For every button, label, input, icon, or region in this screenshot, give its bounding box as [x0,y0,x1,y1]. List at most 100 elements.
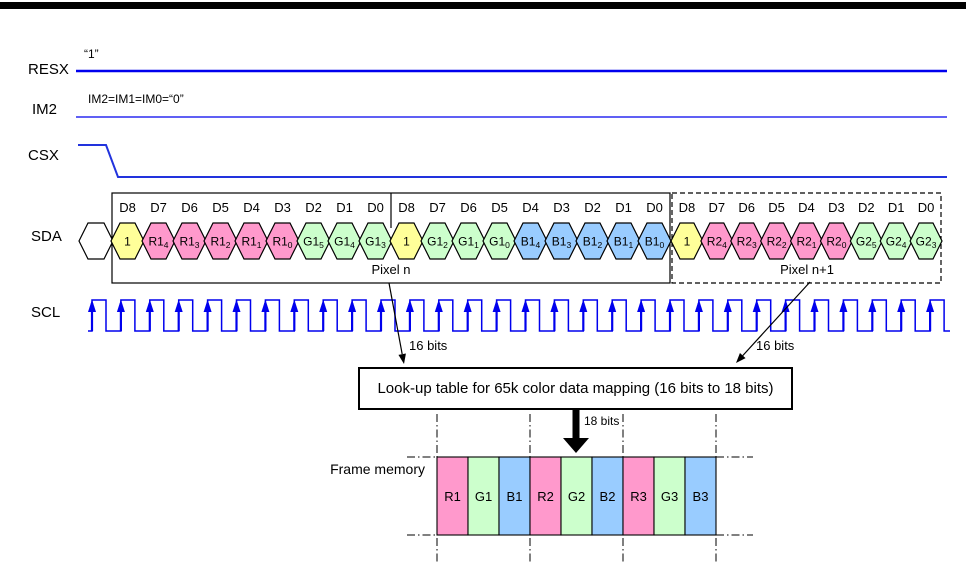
frame-memory-cell [560,456,593,536]
lookup-table-text: Look-up table for 65k color data mapping… [377,380,774,397]
sda-bit-header: D2 [305,200,322,215]
sda-bit-value: 1 [684,235,691,249]
im2-signal-label: IM2 [32,101,58,118]
sda-bit-header: D6 [460,200,477,215]
frame-memory-label: Frame memory [330,461,425,477]
sda-bit-value: R23 [737,235,757,251]
scl-rising-edge-arrow-icon [492,299,501,312]
sda-bit-header: D0 [367,200,384,215]
sda-bit-value: R21 [796,235,816,251]
frame-memory-cell [591,456,624,536]
bits16-right-arrow [742,281,811,357]
sda-bit-value: R14 [148,235,168,251]
sda-bit-header: D3 [274,200,291,215]
bits18-arrow-shaft [572,410,580,438]
frame-memory-cell [684,456,717,536]
sda-bit-hexagon [909,222,943,260]
bits18-arrow-head-icon [563,438,589,453]
scl-rising-edge-arrow-icon [550,299,559,312]
sda-bit-header: D6 [181,200,198,215]
sda-bit-header: D6 [738,200,755,215]
scl-rising-edge-arrow-icon [348,299,357,312]
sda-bit-header: D8 [679,200,696,215]
frame-memory-cell-label: R3 [630,489,647,504]
scl-rising-edge-arrow-icon [203,299,212,312]
frame-memory-cell-label: R1 [444,489,461,504]
sda-bit-header: D8 [398,200,415,215]
sda-bit-header: D7 [709,200,726,215]
pixel-n-label: Pixel n [371,262,411,277]
frame-memory-cell-label: G1 [475,489,492,504]
scl-rising-edge-arrow-icon [666,299,674,312]
scl-rising-edge-arrow-icon [434,299,443,312]
im2-level-annotation: IM2=IM1=IM0=“0” [88,92,184,106]
scl-rising-edge-arrow-icon [637,299,646,312]
sda-start-hexagon [78,222,114,260]
sda-bit-value: G14 [334,235,355,251]
sda-bit-header: D4 [522,200,539,215]
sda-bit-value: G11 [458,235,479,251]
sda-bit-header: D5 [768,200,785,215]
scl-rising-edge-arrow-icon [377,299,385,312]
scl-rising-edge-arrow-icon [463,299,472,312]
scl-rising-edge-arrow-icon [839,299,848,312]
sda-bit-header: D0 [918,200,935,215]
top-divider-bar [0,2,966,9]
sda-bit-header: D5 [491,200,508,215]
frame-memory-cell-label: G3 [661,489,678,504]
sda-bit-header: D4 [798,200,815,215]
scl-rising-edge-arrow-icon [781,299,790,312]
sda-bit-header: D3 [553,200,570,215]
bits16-left-arrow-head [398,353,406,364]
scl-rising-edge-arrow-icon [579,299,588,312]
csx-signal-label: CSX [28,147,59,164]
scl-rising-edge-arrow-icon [405,299,414,312]
sda-bit-header: D7 [429,200,446,215]
sda-bit-header: D5 [212,200,229,215]
sda-bit-value: G15 [303,235,324,251]
frame-memory-cell-label: B2 [600,489,616,504]
sda-bit-value: R12 [210,235,230,251]
scl-rising-edge-arrow-icon [521,299,530,312]
scl-rising-edge-arrow-icon [116,299,125,312]
sda-bit-value: G12 [427,235,448,251]
sda-bit-header: D3 [828,200,845,215]
sda-bit-value: G13 [365,235,386,251]
sda-bit-header: D1 [615,200,632,215]
sda-bit-value: G25 [856,235,877,251]
frame-memory-cell-label: R2 [537,489,554,504]
scl-rising-edge-arrow-icon [897,299,906,312]
frame-memory-cell [622,456,655,536]
sda-bit-value: R11 [241,235,261,251]
bits16-right-arrow-head [736,353,746,363]
csx-waveform [78,144,947,178]
sda-bit-header: D1 [888,200,905,215]
scl-rising-edge-arrow-icon [319,299,328,312]
scl-rising-edge-arrow-icon [145,299,154,312]
scl-rising-edge-arrow-icon [810,299,819,312]
sda-bit-value: R22 [767,235,787,251]
bits18-label: 18 bits [584,414,620,428]
frame-memory-cell [467,456,500,536]
sda-bit-header: D1 [336,200,353,215]
bits16-left-arrow [388,282,403,355]
sda-bit-header: D2 [584,200,601,215]
scl-rising-edge-arrow-icon [723,299,732,312]
sda-bit-value: G23 [916,235,937,251]
scl-signal-label: SCL [31,304,61,321]
sda-bit-value: G24 [886,235,907,251]
sda-bit-header: D0 [646,200,663,215]
lookup-table-box: Look-up table for 65k color data mapping… [358,367,793,410]
scl-rising-edge-arrow-icon [868,299,877,312]
sda-bit-header: D2 [858,200,875,215]
sda-bit-value: G10 [489,235,510,251]
scl-rising-edge-arrow-icon [752,299,761,312]
sda-bit-header: D8 [119,200,136,215]
sda-bit-value: 1 [124,235,131,249]
scl-rising-edge-arrow-icon [608,299,617,312]
frame-memory-cell [653,456,686,536]
bits16-left-label: 16 bits [409,338,448,353]
scl-waveform [88,299,950,332]
pixel-n-plus-1-label: Pixel n+1 [780,262,834,277]
